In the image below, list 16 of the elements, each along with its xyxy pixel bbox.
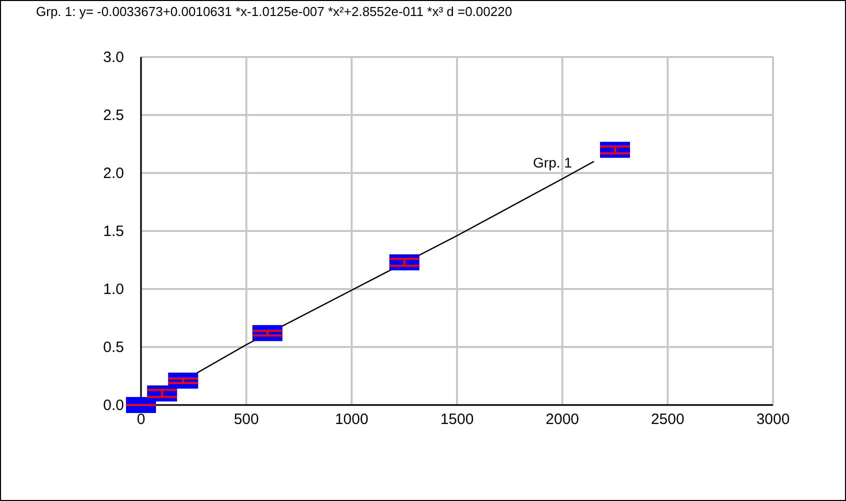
- y-tick-label: 3.0: [103, 49, 124, 66]
- x-tick-label: 1000: [334, 411, 368, 428]
- chart-title: Grp. 1: y= -0.0033673+0.0010631 *x-1.0125e-007 *x²+2.8552e-011 *x³ d =0.00220: [36, 4, 512, 19]
- x-tick-label: 3000: [756, 411, 790, 428]
- y-tick-label: 1.0: [103, 281, 124, 298]
- x-tick-label: 0: [136, 411, 146, 428]
- y-tick-label: 2.5: [103, 107, 124, 124]
- x-tick-label: 500: [234, 411, 259, 428]
- y-tick-label: 0.0: [103, 397, 124, 414]
- x-tick-label: 2500: [650, 411, 684, 428]
- y-tick-label: 1.5: [103, 223, 124, 240]
- x-tick-label: 1500: [440, 411, 474, 428]
- series-label: Grp. 1: [533, 154, 572, 170]
- y-tick-label: 0.5: [103, 339, 124, 356]
- x-tick-label: 2000: [546, 411, 580, 428]
- y-tick-label: 2.0: [103, 165, 124, 182]
